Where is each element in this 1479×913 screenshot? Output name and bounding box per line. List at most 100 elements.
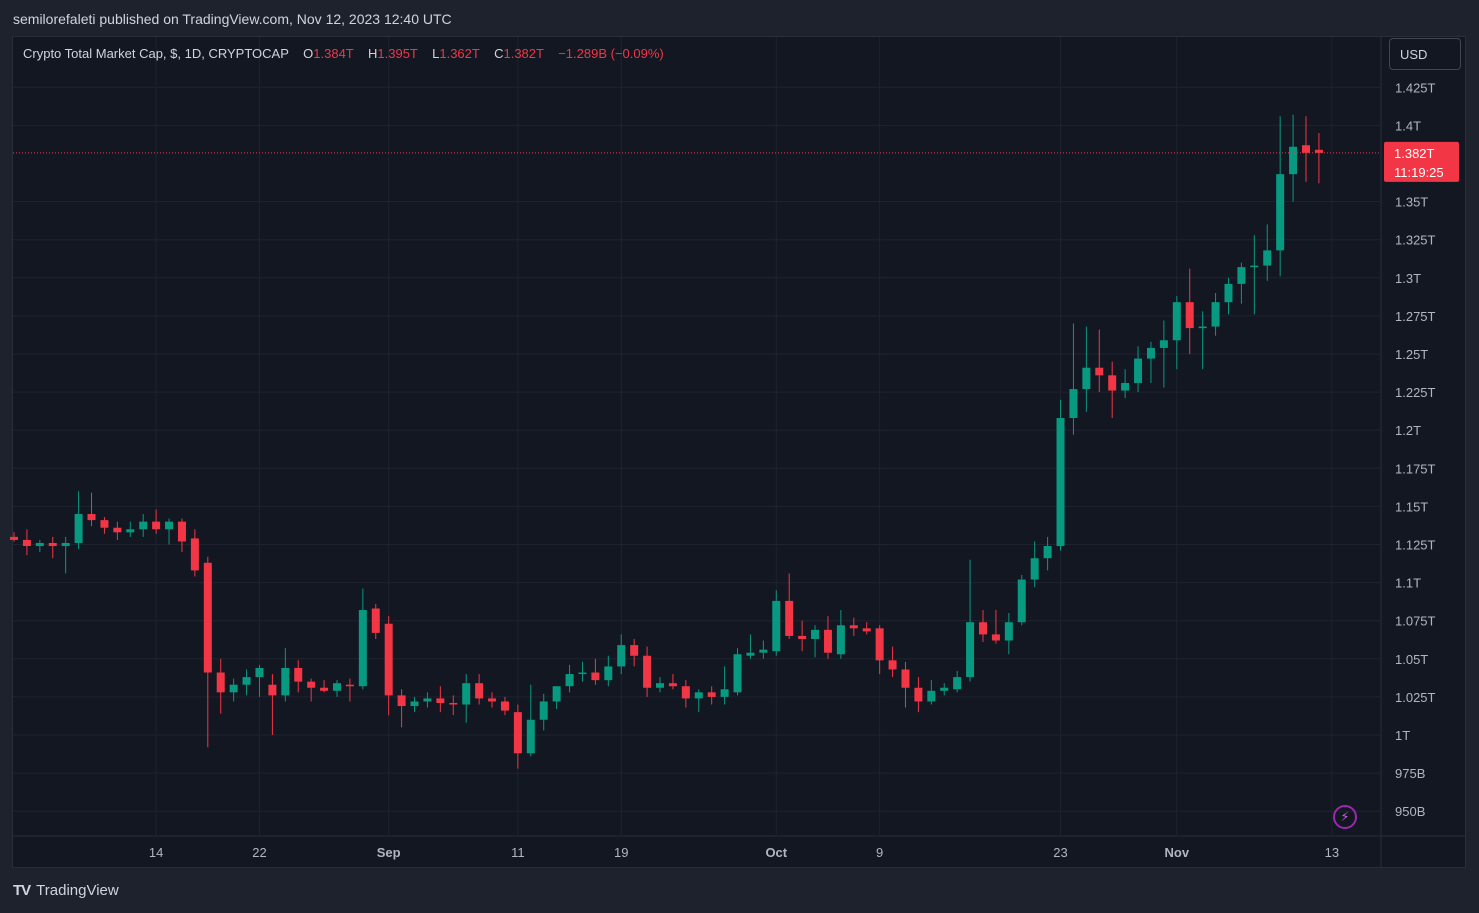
candle-body [1237,267,1246,284]
y-tick-label: 950B [1395,804,1425,819]
currency-button[interactable]: USD [1389,38,1461,70]
close-label: C [494,46,504,61]
candle-body [190,538,199,571]
candle-body [811,629,820,639]
y-tick-label: 1.225T [1395,385,1436,400]
candle-body [901,669,910,688]
candle-body [1172,302,1181,341]
candle-body [604,666,613,681]
y-tick-label: 1.35T [1395,195,1428,210]
candle-body [565,674,574,687]
symbol-title: Crypto Total Market Cap, $, 1D, CRYPTOCA… [23,46,289,61]
candle-body [914,687,923,702]
candle-body [513,712,522,754]
candle-body [475,683,484,699]
candle-body [177,521,186,542]
candle-body [371,608,380,633]
candle-body [320,687,329,691]
candle-body [849,625,858,629]
candle-body [139,521,148,530]
x-tick-label: 13 [1325,845,1339,860]
candle-body [656,683,664,688]
candle-body [1030,558,1039,580]
candle-body [268,684,277,696]
y-tick-label: 1.025T [1395,690,1436,705]
candle-body [35,542,44,547]
y-tick-label: 1.275T [1395,309,1436,324]
candle-body [1289,146,1298,175]
y-tick-label: 1.125T [1395,538,1436,553]
x-tick-label: Oct [765,845,787,860]
candle-body [242,677,251,685]
chart-area[interactable] [12,36,1466,868]
candle-body [1017,579,1026,623]
candle-body [591,672,600,681]
candle-body [772,600,781,652]
candle-body [48,542,57,547]
candle-body [216,672,225,693]
y-tick-label: 1.175T [1395,461,1436,476]
candle-body [1004,622,1013,641]
candle-body [1250,265,1259,268]
candle-body [1263,250,1272,266]
candle-body [746,652,755,656]
candle-body [526,719,535,754]
low-value: 1.362T [439,46,480,61]
y-tick-label: 1.3T [1395,271,1421,286]
candle-body [229,684,238,693]
candle-body [1302,145,1310,153]
candle-body [61,542,70,547]
candle-body [1134,358,1143,383]
y-tick-label: 1T [1395,728,1410,743]
candle-body [333,683,341,691]
candle-body [707,692,716,697]
candle-body [1082,367,1091,390]
y-tick-label: 1.425T [1395,80,1436,95]
ohlc-legend: Crypto Total Market Cap, $, 1D, CRYPTOCA… [23,46,664,61]
candle-body [1146,347,1155,359]
x-tick-label: 22 [252,845,266,860]
published-info: semilorefaleti published on TradingView.… [13,11,452,27]
candle-body [87,514,96,521]
candle-body [1108,375,1117,391]
top-bar: semilorefaleti published on TradingView.… [0,0,1479,36]
candle-body [836,625,845,655]
y-tick-label: 1.15T [1395,499,1428,514]
candle-body [798,635,807,639]
candle-body [862,628,871,632]
bottom-bar [0,869,1479,913]
last-price-value: 1.382T [1394,146,1435,161]
x-tick-label: 14 [149,845,163,860]
candle-body [720,689,729,697]
candle-body [165,521,174,530]
candle-body [462,683,471,705]
candle-body [358,610,367,687]
candle-body [953,677,962,690]
candle-body [126,529,135,533]
candle-body [617,645,626,667]
candle-body [643,655,652,688]
close-value: 1.382T [503,46,544,61]
tradingview-brand[interactable]: TV TradingView [13,882,119,899]
candle-body [345,684,354,687]
candle-body [449,702,458,705]
candle-body [1159,340,1168,348]
candle-body [113,527,122,533]
candle-body [1095,367,1104,376]
lightning-icon[interactable]: ⚡ [1333,805,1357,829]
candle-body [630,645,639,656]
y-tick-label: 975B [1395,766,1425,781]
high-label: H [368,46,378,61]
candle-body [1224,283,1233,303]
candle-body [927,690,936,702]
candle-body [1276,174,1285,251]
candle-body [979,622,987,635]
y-tick-label: 1.2T [1395,423,1421,438]
candle-body [74,514,83,543]
tradingview-logo-icon: TV [13,882,31,899]
candle-body [1185,302,1194,329]
candle-body [681,686,690,699]
x-tick-label: 19 [614,845,628,860]
candle-body [152,521,161,530]
